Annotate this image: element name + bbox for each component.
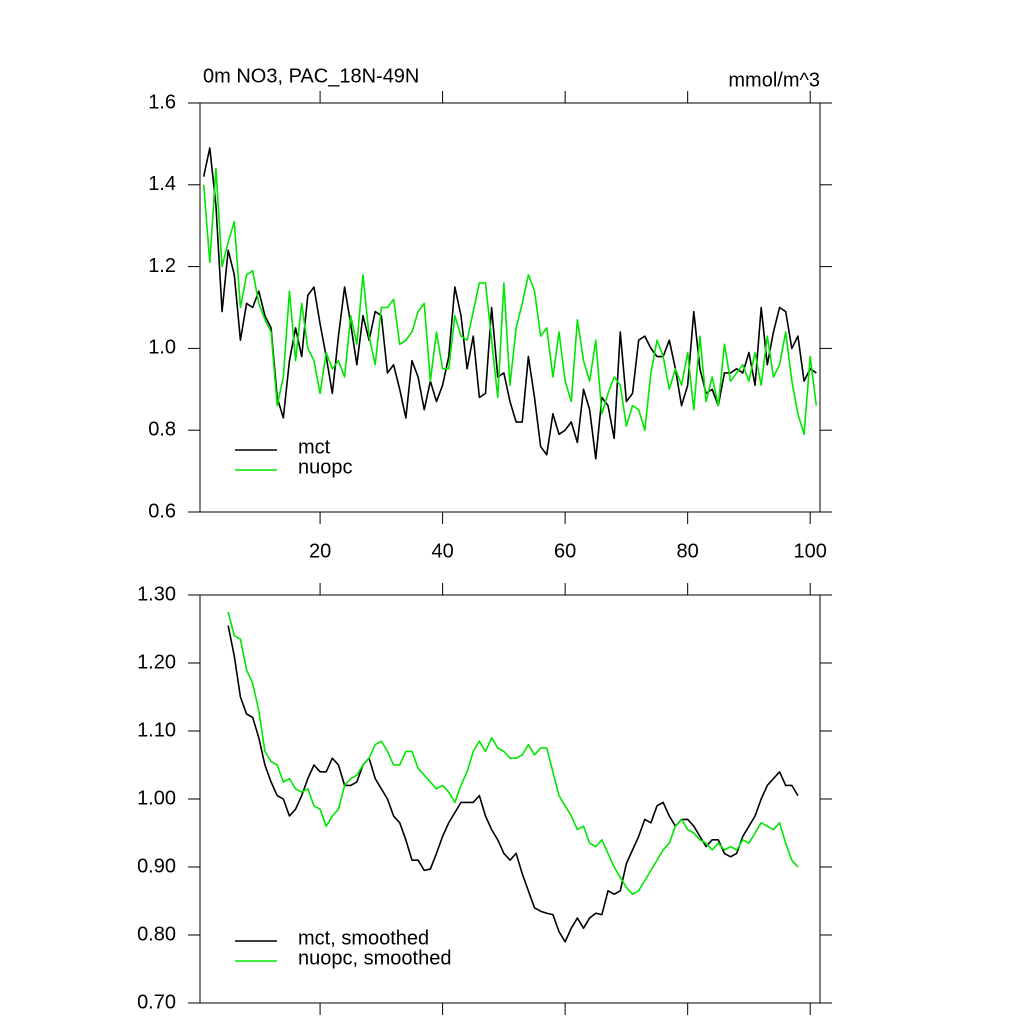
legend-label: mct <box>298 436 331 458</box>
chart-title: 0m NO3, PAC_18N-49N <box>203 65 419 87</box>
x-tick-label: 20 <box>309 540 331 562</box>
legend-label: nuopc <box>298 456 353 478</box>
y-tick-label: 0.8 <box>148 418 176 440</box>
plot-frame <box>199 102 821 513</box>
y-tick-label: 1.4 <box>148 173 176 195</box>
y-tick-label: 1.30 <box>137 583 176 605</box>
y-tick-label: 1.00 <box>137 787 176 809</box>
legend-label: mct, smoothed <box>298 927 429 949</box>
y-tick-label: 0.70 <box>137 991 176 1013</box>
y-tick-label: 1.2 <box>148 255 176 277</box>
units-label: mmol/m^3 <box>728 69 820 91</box>
series-line <box>227 625 799 943</box>
plot-frame <box>199 594 821 1004</box>
y-tick-label: 0.80 <box>137 923 176 945</box>
x-tick-label: 40 <box>431 540 453 562</box>
y-tick-label: 1.0 <box>148 337 176 359</box>
y-tick-label: 1.20 <box>137 651 176 673</box>
y-tick-label: 1.6 <box>148 91 176 113</box>
series-line <box>202 167 818 436</box>
x-tick-label: 100 <box>794 540 827 562</box>
y-tick-label: 1.10 <box>137 719 176 741</box>
x-tick-label: 60 <box>554 540 576 562</box>
series-line <box>202 147 817 460</box>
legend-label: nuopc, smoothed <box>298 947 451 969</box>
y-tick-label: 0.6 <box>148 500 176 522</box>
series-line <box>227 611 799 895</box>
x-tick-label: 80 <box>677 540 699 562</box>
y-tick-label: 0.90 <box>137 855 176 877</box>
